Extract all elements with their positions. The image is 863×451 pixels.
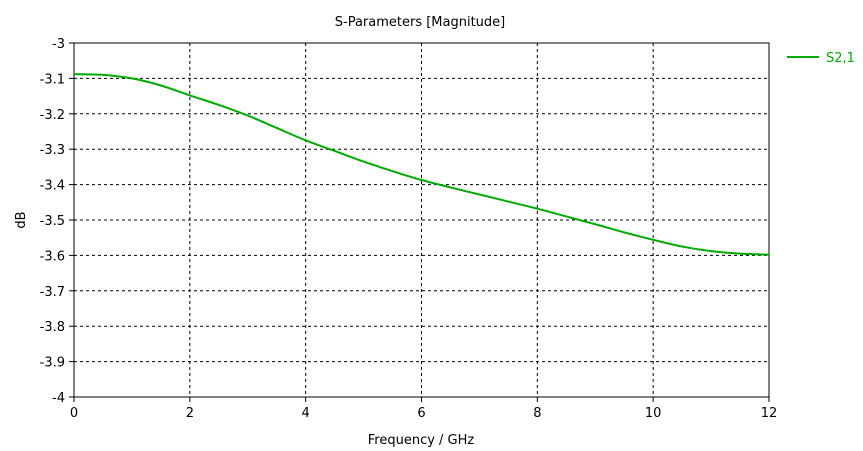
legend: S2,1 [787, 51, 855, 66]
y-axis-label: dB [14, 211, 29, 228]
grid [74, 43, 769, 397]
y-tick-label: -3 [52, 37, 65, 52]
y-tick-label: -4 [52, 391, 65, 406]
y-tick-label: -3.6 [40, 249, 65, 264]
chart-title: S-Parameters [Magnitude] [335, 15, 506, 30]
axis-ticks: 0 2 4 6 8 10 12 -3 -3.1 -3.2 -3.3 -3.4 -3.5 -3.6 -3.7 -… [40, 37, 778, 421]
x-tick-label: 10 [645, 406, 662, 421]
y-tick-label: -3.9 [40, 356, 65, 371]
y-tick-label: -3.1 [40, 72, 65, 87]
x-tick-label: 2 [186, 406, 194, 421]
y-tick-label: -3.8 [40, 320, 65, 335]
y-tick-label: -3.2 [40, 108, 65, 123]
series-line-s21 [73, 73, 770, 256]
x-tick-label: 6 [417, 406, 425, 421]
x-tick-label: 4 [302, 406, 310, 421]
y-tick-label: -3.3 [40, 143, 65, 158]
y-tick-label: -3.4 [40, 179, 65, 194]
x-tick-label: 12 [761, 406, 778, 421]
x-axis-label: Frequency / GHz [368, 433, 475, 448]
series-layer [73, 73, 770, 256]
y-tick-label: -3.7 [40, 285, 65, 300]
legend-label: S2,1 [826, 51, 855, 66]
x-tick-label: 8 [533, 406, 541, 421]
x-tick-label: 0 [70, 406, 78, 421]
y-tick-label: -3.5 [40, 214, 65, 229]
